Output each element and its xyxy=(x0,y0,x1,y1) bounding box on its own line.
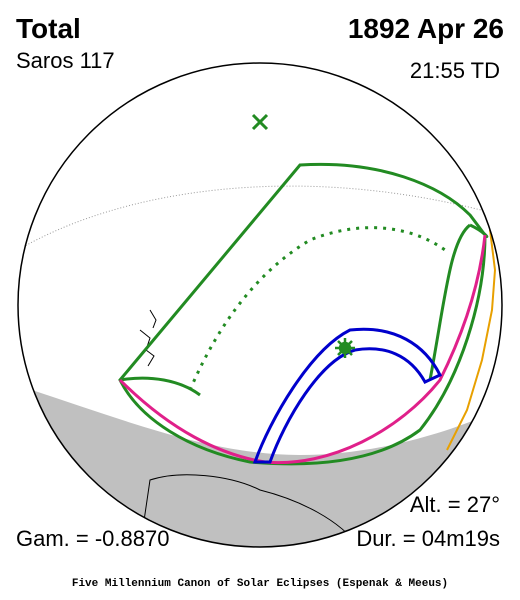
central-limit xyxy=(118,234,487,465)
duration: Dur. = 04m19s xyxy=(356,526,500,551)
time: 21:55 TD xyxy=(410,58,500,83)
penumbra-limit xyxy=(118,162,487,466)
subsolar-mark xyxy=(251,113,269,131)
totality-path xyxy=(252,327,443,464)
caption: Five Millennium Canon of Solar Eclipses … xyxy=(72,578,448,590)
altitude: Alt. = 27° xyxy=(410,492,500,517)
gamma: Gam. = -0.8870 xyxy=(16,526,169,551)
equator xyxy=(18,185,501,251)
eclipse-type: Total xyxy=(16,13,81,44)
globe-outline xyxy=(17,62,503,548)
saros: Saros 117 xyxy=(16,48,115,73)
date: 1892 Apr 26 xyxy=(348,13,504,44)
greatest-eclipse-star xyxy=(335,338,355,358)
